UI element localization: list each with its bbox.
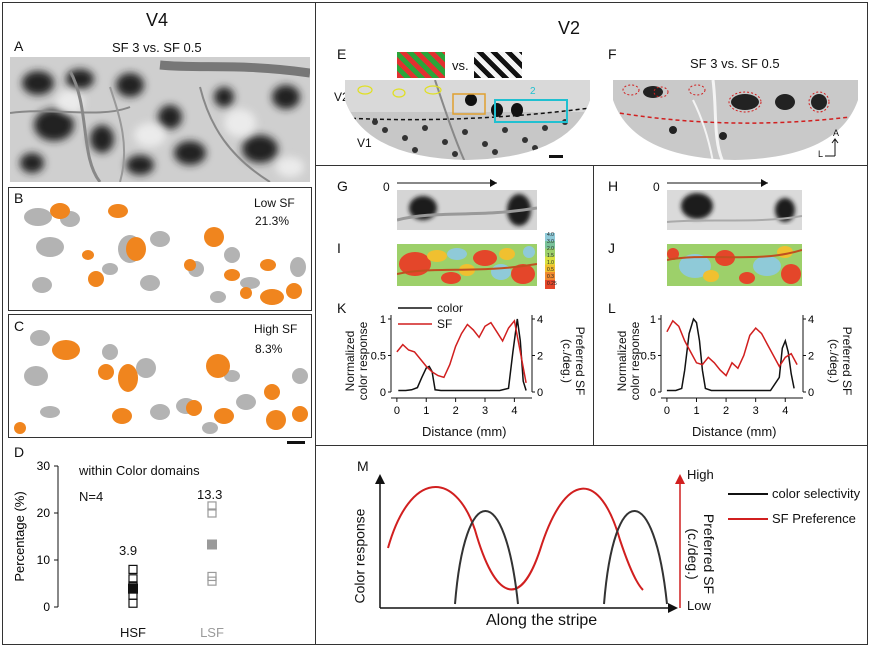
panel-g-zero: 0: [383, 180, 390, 194]
panel-c-domain-map: [10, 316, 310, 436]
panel-e-box-number: 2: [530, 86, 536, 97]
panel-m-high: High: [687, 467, 714, 482]
panel-j-letter: J: [608, 240, 615, 256]
panel-g-letter: G: [337, 178, 348, 194]
panel-e-letter: E: [337, 46, 347, 62]
panel-k-legend-sf: SF: [437, 317, 453, 331]
v4-scale-bar: [287, 441, 305, 444]
panel-i-sf-map: [397, 244, 537, 286]
panel-c-caption: High SF: [254, 322, 298, 336]
panel-m-xlabel: Along the stripe: [486, 612, 598, 629]
panel-e-cortex-image: [345, 80, 590, 162]
colorbar-tick-label: 0.5: [547, 267, 554, 273]
panel-m-legend-sf: SF Preference: [772, 511, 856, 526]
panel-m-legend-color: color selectivity: [772, 486, 861, 501]
colorbar-tick-label: 1.5: [547, 253, 554, 259]
panel-m-letter: M: [357, 458, 369, 474]
panel-h-stripe-image: [667, 190, 802, 230]
colorbar-tick-label: 0.25: [547, 281, 557, 287]
compass-a-label: A: [833, 128, 840, 138]
panel-m-low: Low: [687, 598, 711, 613]
v2-scale-bar: [549, 155, 563, 158]
panel-b-percent: 21.3%: [255, 214, 290, 228]
panel-l-ylabel: Normalized color response: [615, 321, 642, 401]
colorbar-tick-label: 4.0: [547, 232, 554, 238]
panel-f-letter: F: [608, 46, 617, 62]
v4-title: V4: [146, 10, 169, 30]
panel-m-ylabel-right: Preferred SF (c./deg.): [685, 513, 717, 595]
panel-m-ylabel-left: Color response: [351, 508, 368, 604]
panel-d-lsf-mean: 13.3: [197, 487, 223, 502]
panel-a-letter: A: [14, 38, 24, 54]
panel-j-sf-map: [667, 244, 802, 286]
colorbar-tick-label: 1.0: [547, 260, 554, 266]
panel-c-percent: 8.3%: [255, 342, 283, 356]
v2-title: V2: [558, 18, 581, 38]
panel-k-y2label: Preferred SF (c./deg.): [560, 326, 587, 396]
panel-l-y2label: Preferred SF (c./deg.): [827, 326, 854, 396]
panel-m-frame: [315, 445, 868, 645]
compass-l-label: L: [818, 149, 824, 159]
panel-c-letter: C: [14, 318, 25, 334]
panel-b-caption: Low SF: [254, 196, 295, 210]
panel-b-domain-map: [10, 189, 310, 309]
panel-a-caption: SF 3 vs. SF 0.5: [112, 40, 202, 55]
panel-k-xlabel: Distance (mm): [422, 424, 507, 439]
sf-colorbar: [545, 233, 555, 289]
v2-divider-h: [315, 165, 868, 166]
bw-grating-icon: [474, 52, 522, 78]
panel-h-letter: H: [608, 178, 619, 194]
panel-b-letter: B: [14, 190, 24, 206]
panel-d-hsf-mean: 3.9: [119, 543, 138, 558]
color-grating-icon: [397, 52, 445, 78]
panel-d-letter: D: [14, 444, 25, 460]
v4-frame: [2, 2, 316, 645]
panel-a-cortex-image: [10, 57, 310, 182]
v2-divider-v: [593, 165, 594, 445]
colorbar-tick-label: 2.0: [547, 246, 554, 252]
colorbar-ticks: 4.0 3.0 2.0 1.5 1.0 0.5 0.3 0.25: [547, 232, 559, 290]
panel-k-ylabel: Normalized color response: [343, 321, 370, 401]
panel-c-frame: [8, 314, 312, 438]
panel-e-vs: vs.: [452, 58, 469, 73]
colorbar-tick-label: 3.0: [547, 239, 554, 245]
panel-k-letter: K: [337, 300, 347, 316]
panel-b-frame: [8, 187, 312, 311]
panel-d-heading: within Color domains: [79, 463, 200, 478]
panel-l-xlabel: Distance (mm): [692, 424, 777, 439]
panel-i-letter: I: [337, 240, 341, 256]
colorbar-tick-label: 0.3: [547, 274, 554, 280]
panel-d-n: N=4: [79, 489, 104, 504]
panel-e-v1-label: V1: [357, 136, 372, 150]
panel-k-legend-color: color: [437, 301, 464, 315]
panel-g-stripe-image: [397, 190, 537, 230]
panel-f-caption: SF 3 vs. SF 0.5: [690, 56, 780, 71]
panel-f-cortex-image: [613, 80, 858, 162]
panel-h-zero: 0: [653, 180, 660, 194]
panel-l-letter: L: [608, 300, 616, 316]
